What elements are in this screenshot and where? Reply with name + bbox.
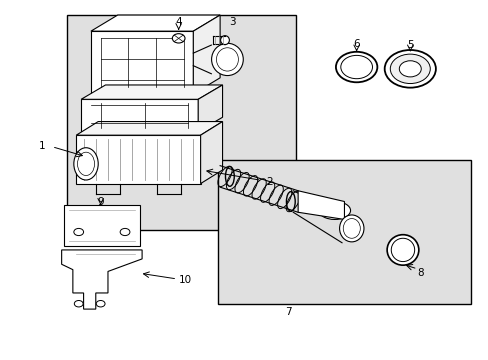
Polygon shape bbox=[298, 191, 344, 220]
Circle shape bbox=[74, 228, 83, 235]
Ellipse shape bbox=[335, 52, 377, 82]
Text: 2: 2 bbox=[266, 177, 273, 187]
Ellipse shape bbox=[216, 48, 238, 71]
Text: 4: 4 bbox=[175, 17, 182, 27]
Text: 3: 3 bbox=[228, 17, 235, 27]
Polygon shape bbox=[200, 122, 222, 184]
Polygon shape bbox=[76, 122, 222, 135]
Circle shape bbox=[74, 301, 83, 307]
Circle shape bbox=[120, 228, 130, 235]
Ellipse shape bbox=[220, 36, 229, 45]
Bar bbox=[217, 160, 470, 304]
Ellipse shape bbox=[399, 61, 420, 77]
Bar bbox=[91, 31, 193, 94]
Bar bbox=[64, 205, 140, 246]
Text: 5: 5 bbox=[406, 40, 413, 50]
Bar bbox=[81, 99, 198, 132]
Ellipse shape bbox=[386, 235, 418, 265]
Text: 9: 9 bbox=[97, 197, 104, 207]
Ellipse shape bbox=[339, 215, 363, 242]
Ellipse shape bbox=[384, 50, 435, 87]
Bar bbox=[66, 15, 295, 230]
Text: 8: 8 bbox=[417, 267, 424, 278]
Polygon shape bbox=[91, 15, 220, 31]
Ellipse shape bbox=[318, 202, 350, 220]
Ellipse shape bbox=[74, 148, 98, 180]
Polygon shape bbox=[81, 85, 222, 99]
Text: 10: 10 bbox=[178, 275, 191, 285]
Text: 1: 1 bbox=[39, 141, 45, 151]
Ellipse shape bbox=[390, 238, 414, 262]
Polygon shape bbox=[61, 250, 142, 309]
Ellipse shape bbox=[77, 152, 94, 176]
Ellipse shape bbox=[343, 219, 360, 238]
Ellipse shape bbox=[340, 55, 372, 79]
Polygon shape bbox=[193, 15, 220, 94]
Polygon shape bbox=[198, 85, 222, 132]
Ellipse shape bbox=[389, 54, 429, 84]
Circle shape bbox=[172, 34, 184, 43]
Circle shape bbox=[96, 301, 105, 307]
Bar bbox=[76, 135, 200, 184]
Text: 7: 7 bbox=[285, 307, 291, 317]
Ellipse shape bbox=[211, 43, 243, 76]
Text: 6: 6 bbox=[353, 39, 359, 49]
